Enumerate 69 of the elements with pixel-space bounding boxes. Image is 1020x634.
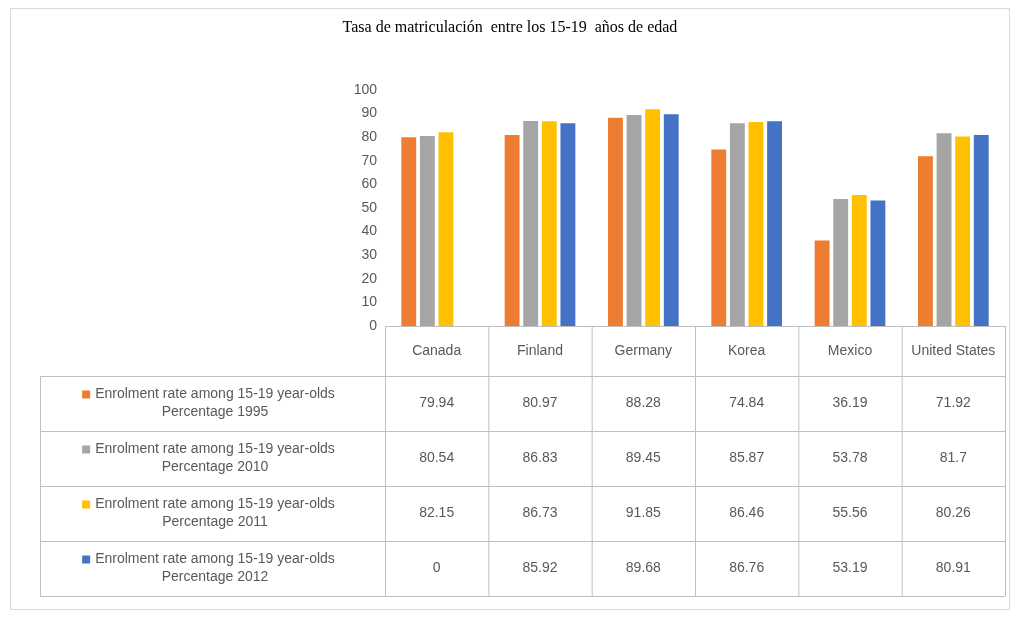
legend-label: Enrolment rate among 15-19 year-olds Percentage 2011 [95, 495, 335, 530]
data-label: 91.85 [625, 504, 662, 521]
bar [645, 109, 661, 326]
bar [748, 121, 764, 326]
data-label: 86.46 [729, 504, 765, 521]
y-tick-label: 50 [361, 198, 378, 215]
y-tick-label: 0 [369, 316, 378, 333]
x-tick-label: Germany [614, 341, 673, 358]
bar [833, 199, 849, 326]
x-tick-label: United States [911, 341, 996, 358]
bar [851, 194, 867, 326]
data-label: 36.19 [832, 394, 868, 411]
data-label: 88.28 [625, 394, 662, 411]
bar [955, 136, 971, 326]
bar [401, 137, 417, 326]
bar [729, 123, 745, 326]
data-label: 81.7 [939, 449, 968, 466]
x-tick-label: Mexico [827, 341, 873, 358]
bar [504, 134, 520, 326]
y-tick-label: 40 [361, 222, 378, 239]
bar [626, 114, 642, 326]
y-tick-label: 60 [361, 175, 378, 192]
bar [438, 132, 454, 326]
y-tick-label: 20 [361, 269, 378, 286]
data-label: 53.78 [832, 449, 868, 466]
data-label: 86.73 [522, 504, 558, 521]
legend-label: Enrolment rate among 15-19 year-olds Percentage 2010 [95, 440, 335, 475]
data-label: 80.91 [935, 559, 972, 576]
data-label: 86.83 [522, 449, 558, 466]
data-label: 82.15 [419, 504, 455, 521]
y-tick-label: 30 [361, 246, 378, 263]
data-label: 71.92 [935, 394, 972, 411]
x-tick-label: Canada [412, 341, 462, 358]
bar [917, 156, 933, 326]
legend-label: Enrolment rate among 15-19 year-olds Percentage 1995 [95, 385, 335, 420]
bar [663, 114, 679, 326]
y-tick-label: 100 [353, 80, 378, 97]
bar [767, 121, 783, 326]
bar [711, 149, 727, 326]
bar [814, 240, 830, 326]
bar [541, 121, 557, 326]
data-label: 89.45 [625, 449, 662, 466]
data-label: 80.97 [522, 394, 558, 411]
data-label: 89.68 [625, 559, 662, 576]
data-label: 79.94 [419, 394, 455, 411]
bar [607, 117, 623, 326]
data-label: 0 [432, 559, 441, 576]
y-tick-label: 90 [361, 104, 378, 121]
y-tick-label: 80 [361, 128, 378, 145]
x-tick-label: Finland [517, 341, 563, 358]
data-label: 85.92 [522, 559, 558, 576]
data-label: 80.26 [935, 504, 972, 521]
data-label: 85.87 [729, 449, 765, 466]
bar [870, 200, 886, 326]
bar [936, 133, 952, 326]
bar [419, 135, 435, 326]
bar [560, 123, 576, 326]
data-label: 74.84 [729, 394, 765, 411]
x-tick-label: Korea [727, 341, 766, 358]
data-label: 55.56 [832, 504, 868, 521]
chart-title: Tasa de matriculación entre los 15-19 años de edad [341, 18, 679, 36]
bar [523, 121, 539, 326]
y-tick-label: 10 [361, 293, 378, 310]
data-label: 53.19 [832, 559, 868, 576]
bar [973, 135, 989, 326]
legend-label: Enrolment rate among 15-19 year-olds Percentage 2012 [95, 550, 335, 585]
data-label: 80.54 [419, 449, 455, 466]
y-tick-label: 70 [361, 151, 378, 168]
data-label: 86.76 [729, 559, 765, 576]
